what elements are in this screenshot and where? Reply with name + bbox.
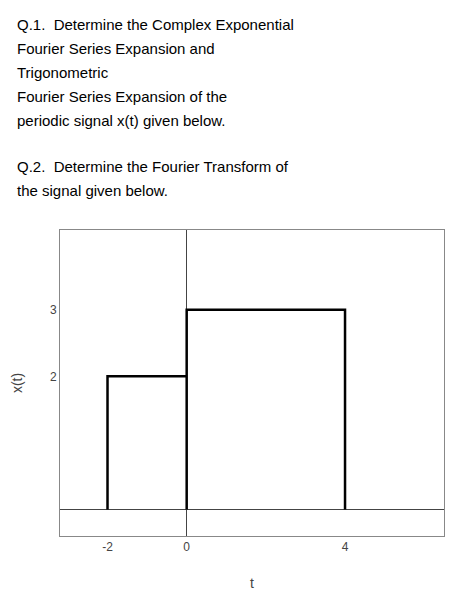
- svg-text:Fourier Series Expansion of th: Fourier Series Expansion of the: [17, 88, 227, 105]
- svg-text:t: t: [250, 575, 254, 591]
- svg-text:x(t): x(t): [9, 373, 25, 393]
- svg-text:4: 4: [342, 540, 349, 554]
- svg-text:-2: -2: [102, 540, 113, 554]
- svg-text:0: 0: [183, 540, 190, 554]
- svg-text:Q.1. Determine the Complex Ex: Q.1. Determine the Complex Exponential: [17, 16, 294, 33]
- svg-text:periodic signal x(t) given bel: periodic signal x(t) given below.: [17, 112, 225, 129]
- svg-text:Trigonometric: Trigonometric: [17, 64, 109, 81]
- svg-text:Q.2. Determine the Fourier Tr: Q.2. Determine the Fourier Transform of: [17, 158, 289, 175]
- svg-text:Fourier Series Expansion and: Fourier Series Expansion and: [17, 40, 215, 57]
- svg-text:3: 3: [50, 303, 57, 317]
- svg-text:2: 2: [50, 370, 57, 384]
- svg-text:the signal given below.: the signal given below.: [17, 182, 168, 199]
